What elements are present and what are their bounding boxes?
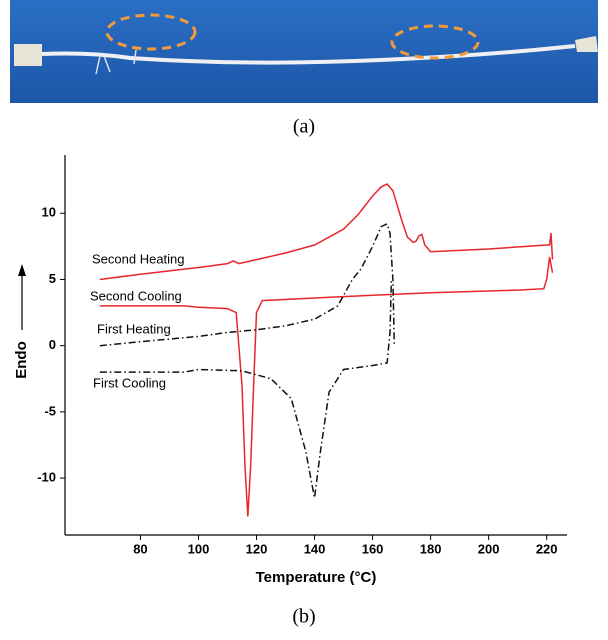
panel-label: (a) bbox=[293, 116, 315, 138]
y-tick-label: 5 bbox=[49, 271, 56, 286]
series-line bbox=[99, 183, 554, 281]
series-line bbox=[99, 256, 554, 517]
series-label: First Cooling bbox=[93, 375, 166, 390]
x-tick-label: 100 bbox=[188, 541, 210, 556]
series-label: First Heating bbox=[97, 321, 171, 336]
y-tick-label: 10 bbox=[42, 205, 56, 220]
photo bbox=[10, 0, 598, 103]
x-tick-label: 140 bbox=[304, 541, 326, 556]
x-tick-label: 80 bbox=[133, 541, 147, 556]
x-tick-label: 160 bbox=[362, 541, 384, 556]
y-tick-label: 0 bbox=[49, 337, 56, 352]
x-tick-label: 120 bbox=[246, 541, 268, 556]
y-tick-label: -5 bbox=[44, 403, 56, 418]
x-tick-label: 200 bbox=[478, 541, 500, 556]
y-axis-title: Endo bbox=[13, 341, 30, 379]
x-axis-title: Temperature (°C) bbox=[256, 569, 377, 586]
x-tick-label: 220 bbox=[536, 541, 558, 556]
series-label: Second Heating bbox=[92, 251, 185, 266]
y-tick-label: -10 bbox=[37, 470, 56, 485]
panel-label: (b) bbox=[292, 606, 315, 628]
series-label: Second Cooling bbox=[90, 288, 182, 303]
x-tick-label: 180 bbox=[420, 541, 442, 556]
y-axis-arrow bbox=[18, 264, 26, 330]
